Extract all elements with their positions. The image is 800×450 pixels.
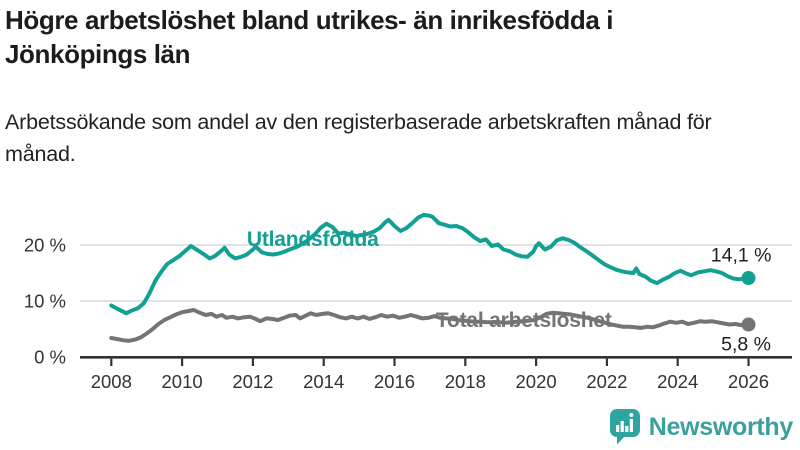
y-tick-label: 10 % bbox=[24, 291, 66, 312]
series-lines bbox=[109, 212, 751, 343]
x-tick-label: 2016 bbox=[374, 371, 415, 392]
series-end-dot bbox=[741, 317, 756, 332]
y-tick-label: 20 % bbox=[24, 235, 66, 256]
chart-subtitle: Arbetssökande som andel av den registerb… bbox=[5, 110, 712, 166]
series-labels: Total arbetslöshet 5,8 % Utlandsfödda 14,1 … bbox=[247, 228, 772, 356]
chart-title: Högre arbetslöshet bland utrikes- än inr… bbox=[5, 5, 614, 69]
speech-bubble-chart-icon bbox=[609, 409, 640, 445]
series-end-dot bbox=[741, 271, 756, 286]
series-label-utlandsfodda: Utlandsfödda bbox=[247, 228, 379, 251]
x-tick-label: 2018 bbox=[445, 371, 486, 392]
x-tick-label: 2014 bbox=[303, 371, 344, 392]
newsworthy-wordmark: Newsworthy bbox=[648, 412, 794, 441]
gridlines: 0 % 10 % 20 % bbox=[24, 235, 792, 368]
x-tick-label: 2022 bbox=[586, 371, 627, 392]
x-tick-label: 2026 bbox=[728, 371, 769, 392]
x-tick-label: 2008 bbox=[91, 371, 132, 392]
y-tick-label: 0 % bbox=[34, 347, 66, 368]
x-axis: 2008 2010 2012 2014 2016 2018 2020 2022 2024 2026 bbox=[80, 355, 792, 392]
x-tick-label: 2024 bbox=[657, 371, 698, 392]
series-label-total: Total arbetslöshet bbox=[436, 309, 612, 332]
x-tick-label: 2010 bbox=[162, 371, 203, 392]
series-value-label: 14,1 % bbox=[711, 245, 772, 267]
x-tick-label: 2020 bbox=[516, 371, 557, 392]
series-line-utlandsfodda bbox=[109, 212, 751, 316]
newsworthy-logo: Newsworthy bbox=[609, 408, 793, 446]
series-line-total bbox=[109, 308, 751, 343]
series-value-label: 5,8 % bbox=[721, 334, 771, 356]
x-tick-label: 2012 bbox=[232, 371, 273, 392]
